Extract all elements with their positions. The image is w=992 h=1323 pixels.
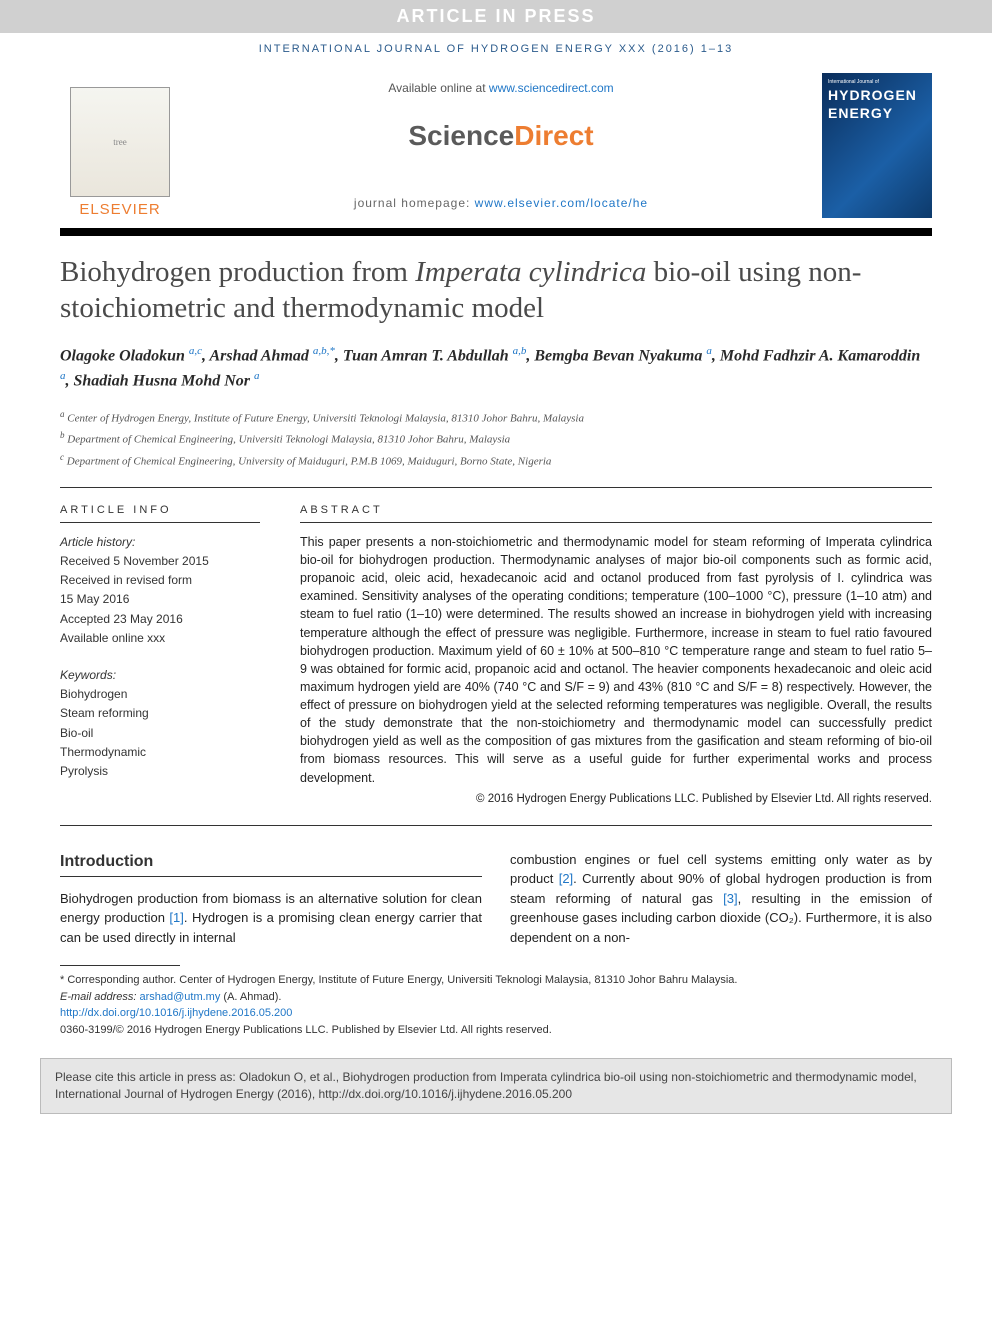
introduction-heading: Introduction [60, 850, 482, 877]
title-part1: Biohydrogen production from [60, 256, 415, 288]
thick-rule [60, 228, 932, 236]
elsevier-wordmark: ELSEVIER [79, 201, 160, 218]
affiliation-b: b Department of Chemical Engineering, Un… [60, 428, 932, 449]
email-line: E-mail address: arshad@utm.my (A. Ahmad)… [60, 989, 932, 1006]
cover-big-2: ENERGY [828, 105, 926, 121]
article-title: Biohydrogen production from Imperata cyl… [60, 254, 932, 327]
abstract-heading: ABSTRACT [300, 504, 932, 523]
keyword: Pyrolysis [60, 762, 260, 781]
keywords-label: Keywords: [60, 666, 260, 685]
title-block: Biohydrogen production from Imperata cyl… [0, 236, 992, 343]
sciencedirect-logo[interactable]: ScienceDirect [200, 120, 802, 152]
keyword: Steam reforming [60, 704, 260, 723]
keyword: Thermodynamic [60, 743, 260, 762]
header-block: tree ELSEVIER Available online at www.sc… [0, 73, 992, 228]
intro-para-left: Biohydrogen production from biomass is a… [60, 889, 482, 948]
journal-cover-thumbnail[interactable]: International Journal of HYDROGEN ENERGY [822, 73, 932, 218]
available-online-line: Available online at www.sciencedirect.co… [200, 81, 802, 95]
abstract-column: ABSTRACT This paper presents a non-stoic… [300, 504, 932, 805]
article-history: Article history: Received 5 November 201… [60, 533, 260, 648]
accepted-date: Accepted 23 May 2016 [60, 610, 260, 629]
abstract-copyright: © 2016 Hydrogen Energy Publications LLC.… [300, 793, 932, 805]
affiliation-a: a Center of Hydrogen Energy, Institute o… [60, 407, 932, 428]
keyword: Bio-oil [60, 724, 260, 743]
aff-c-text: Department of Chemical Engineering, Univ… [67, 455, 552, 467]
journal-reference-line: INTERNATIONAL JOURNAL OF HYDROGEN ENERGY… [0, 33, 992, 73]
elsevier-tree-icon: tree [70, 87, 170, 197]
issn-copyright: 0360-3199/© 2016 Hydrogen Energy Publica… [60, 1022, 932, 1039]
keyword: Biohydrogen [60, 685, 260, 704]
body-columns: Introduction Biohydrogen production from… [0, 826, 992, 958]
sd-left: Science [408, 120, 514, 151]
revised-line2: 15 May 2016 [60, 590, 260, 609]
sciencedirect-link[interactable]: www.sciencedirect.com [489, 81, 614, 95]
footnotes: * Corresponding author. Center of Hydrog… [0, 966, 992, 1046]
intro-para-right: combustion engines or fuel cell systems … [510, 850, 932, 948]
body-col-left: Introduction Biohydrogen production from… [60, 850, 482, 948]
keywords-block: Keywords: Biohydrogen Steam reforming Bi… [60, 666, 260, 781]
homepage-link[interactable]: www.elsevier.com/locate/he [475, 196, 648, 210]
history-label: Article history: [60, 533, 260, 552]
abstract-text: This paper presents a non-stoichiometric… [300, 533, 932, 787]
doi-link[interactable]: http://dx.doi.org/10.1016/j.ijhydene.201… [60, 1007, 292, 1019]
aff-a-text: Center of Hydrogen Energy, Institute of … [67, 413, 584, 425]
sd-right: Direct [514, 120, 593, 151]
citation-box: Please cite this article in press as: Ol… [40, 1058, 952, 1114]
journal-homepage-line: journal homepage: www.elsevier.com/locat… [200, 196, 802, 210]
cover-small-text: International Journal of [828, 79, 926, 85]
affiliation-c: c Department of Chemical Engineering, Un… [60, 450, 932, 471]
available-prefix: Available online at [388, 81, 489, 95]
header-center: Available online at www.sciencedirect.co… [200, 73, 802, 218]
body-col-right: combustion engines or fuel cell systems … [510, 850, 932, 948]
elsevier-logo[interactable]: tree ELSEVIER [60, 73, 180, 218]
aff-b-text: Department of Chemical Engineering, Univ… [67, 434, 510, 446]
received-date: Received 5 November 2015 [60, 552, 260, 571]
email-label: E-mail address: [60, 991, 139, 1003]
affiliations: a Center of Hydrogen Energy, Institute o… [0, 407, 992, 487]
article-in-press-banner: ARTICLE IN PRESS [0, 0, 992, 33]
article-info-heading: ARTICLE INFO [60, 504, 260, 523]
online-date: Available online xxx [60, 629, 260, 648]
corresponding-author: * Corresponding author. Center of Hydrog… [60, 972, 932, 989]
cover-big-1: HYDROGEN [828, 87, 926, 103]
info-abstract-row: ARTICLE INFO Article history: Received 5… [0, 488, 992, 825]
email-link[interactable]: arshad@utm.my [139, 991, 220, 1003]
authors-list: Olagoke Oladokun a,c, Arshad Ahmad a,b,*… [0, 343, 992, 408]
homepage-prefix: journal homepage: [354, 196, 475, 210]
article-info-column: ARTICLE INFO Article history: Received 5… [60, 504, 260, 805]
title-italic: Imperata cylindrica [415, 256, 646, 288]
email-suffix: (A. Ahmad). [220, 991, 281, 1003]
revised-line1: Received in revised form [60, 571, 260, 590]
